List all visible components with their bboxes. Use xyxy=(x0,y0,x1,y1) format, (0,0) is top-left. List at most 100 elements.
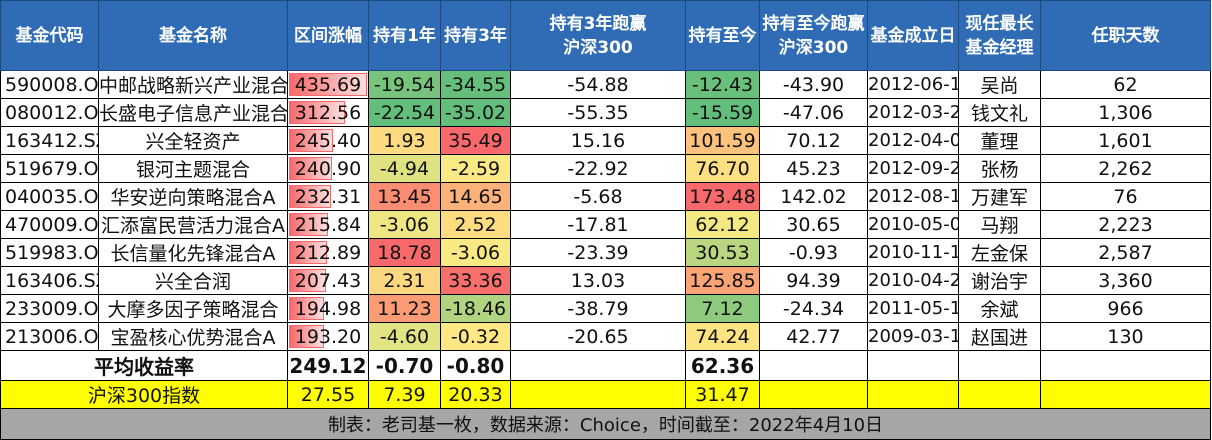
cell-manager: 董理 xyxy=(958,126,1041,155)
cell-manager: 谢治宇 xyxy=(958,266,1041,295)
table-row[interactable]: 233009.OF大摩多因子策略混合 194.98 11.23-18.46-38.7… xyxy=(0,294,1211,323)
cell-y1: -22.54 xyxy=(368,98,441,127)
cell-hold_vs: -24.34 xyxy=(759,294,868,323)
index-row-y3: 20.33 xyxy=(440,380,511,409)
cell-value: 207.43 xyxy=(294,269,362,292)
cell-name: 长信量化先锋混合A xyxy=(98,238,288,267)
average-row-y3: -0.80 xyxy=(440,350,511,381)
column-header[interactable]: 基金代码 xyxy=(0,0,99,71)
cell-y3: 33.36 xyxy=(440,266,511,295)
table-row[interactable]: 470009.OF汇添富民营活力混合A 215.84 -3.062.52-17.81… xyxy=(0,210,1211,239)
cell-name: 长盛电子信息产业混合 xyxy=(98,98,288,127)
cell-y3: -0.32 xyxy=(440,322,511,351)
cell-hold_vs: 42.77 xyxy=(759,322,868,351)
cell-name: 银河主题混合 xyxy=(98,154,288,183)
cell-code: 213006.OF xyxy=(0,322,99,351)
cell-hold: 7.12 xyxy=(685,294,760,323)
column-header[interactable]: 区间涨幅 xyxy=(287,0,369,71)
cell-hold: 101.59 xyxy=(685,126,760,155)
cell-y1: 2.31 xyxy=(368,266,441,295)
table-row[interactable]: 519983.OF长信量化先锋混合A 212.89 18.78-3.06-23.39… xyxy=(0,238,1211,267)
average-row-range: 249.12 xyxy=(287,350,369,381)
cell-name: 中邮战略新兴产业混合 xyxy=(98,70,288,99)
cell-hold: 125.85 xyxy=(685,266,760,295)
table-row[interactable]: 213006.OF宝盈核心优势混合A 193.20 -4.60-0.32-20.65… xyxy=(0,322,1211,351)
cell-days: 1,601 xyxy=(1040,126,1211,155)
cell-manager: 赵国进 xyxy=(958,322,1041,351)
cell-days: 2,262 xyxy=(1040,154,1211,183)
data-bar xyxy=(289,73,367,96)
empty-cell xyxy=(867,350,959,381)
cell-hold: 30.53 xyxy=(685,238,760,267)
index-row-label: 沪深300指数 xyxy=(0,380,288,409)
index-row-range: 27.55 xyxy=(287,380,369,409)
cell-hold_vs: 45.23 xyxy=(759,154,868,183)
cell-y3_vs: -17.81 xyxy=(510,210,686,239)
data-bar xyxy=(289,101,345,124)
cell-code: 163412.SZ xyxy=(0,126,99,155)
header-row: 基金代码 基金名称 区间涨幅 持有1年 持有3年 持有3年跑赢 沪深300 持有至今 持有至今跑… xyxy=(0,0,1211,71)
data-bar xyxy=(289,325,324,348)
cell-hold_vs: 70.12 xyxy=(759,126,868,155)
cell-range: 212.89 xyxy=(287,238,369,267)
cell-range: 193.20 xyxy=(287,322,369,351)
column-header[interactable]: 基金名称 xyxy=(98,0,288,71)
table-row[interactable]: 040035.OF华安逆向策略混合A232.3113.4514.65-5.681… xyxy=(0,182,1211,211)
cell-code: 519983.OF xyxy=(0,238,99,267)
cell-code: 163406.SZ xyxy=(0,266,99,295)
cell-manager: 左金保 xyxy=(958,238,1041,267)
cell-y3_vs: -5.68 xyxy=(510,182,686,211)
footer-note: 制表：老司基一枚，数据来源：Choice，时间截至：2022年4月10日 xyxy=(0,408,1211,440)
cell-hold_vs: 30.65 xyxy=(759,210,868,239)
cell-date: 2010-05-05 xyxy=(867,210,959,239)
cell-value: 193.20 xyxy=(294,325,362,348)
empty-cell xyxy=(1040,380,1211,409)
data-bar xyxy=(289,241,328,264)
cell-value: 212.89 xyxy=(294,241,362,264)
cell-y3: -18.46 xyxy=(440,294,511,323)
cell-manager: 吴尚 xyxy=(958,70,1041,99)
table-row[interactable]: 163412.SZ 兴全轻资产 245.40 1.93 35.49 15.16 101.59… xyxy=(0,126,1211,155)
cell-y1: -3.06 xyxy=(368,210,441,239)
index-row: 沪深300指数 27.55 7.39 20.33 31.47 xyxy=(0,380,1211,409)
table-row[interactable]: 519679.OF银河主题混合 240.90 -4.94-2.59-22.9276.… xyxy=(0,154,1211,183)
cell-code: 519679.OF xyxy=(0,154,99,183)
cell-date: 2012-03-27 xyxy=(867,98,959,127)
empty-cell xyxy=(510,350,686,381)
cell-date: 2012-09-21 xyxy=(867,154,959,183)
data-bar xyxy=(289,269,327,292)
table-row[interactable]: 163406.SZ 兴全合润 207.43 2.31 33.36 13.03 125.85 9… xyxy=(0,266,1211,295)
column-header[interactable]: 持有至今 xyxy=(685,0,760,71)
cell-y3_vs: 13.03 xyxy=(510,266,686,295)
column-header[interactable]: 基金成立日 xyxy=(867,0,959,71)
column-header[interactable]: 现任最长 基金经理 xyxy=(958,0,1041,71)
empty-cell xyxy=(510,380,686,409)
column-header[interactable]: 持有3年跑赢 沪深300 xyxy=(510,0,686,71)
data-bar xyxy=(289,129,333,152)
cell-y3: -35.02 xyxy=(440,98,511,127)
cell-code: 233009.OF xyxy=(0,294,99,323)
cell-manager: 万建军 xyxy=(958,182,1041,211)
cell-y3: 14.65 xyxy=(440,182,511,211)
cell-days: 1,306 xyxy=(1040,98,1211,127)
cell-y1: -4.60 xyxy=(368,322,441,351)
column-header[interactable]: 持有1年 xyxy=(368,0,441,71)
cell-date: 2012-08-16 xyxy=(867,182,959,211)
cell-y1: -4.94 xyxy=(368,154,441,183)
table-row[interactable]: 080012.OF长盛电子信息产业混合 312.56 -22.54-35.02-55… xyxy=(0,98,1211,127)
cell-code: 080012.OF xyxy=(0,98,99,127)
cell-hold: -12.43 xyxy=(685,70,760,99)
cell-hold_vs: -47.06 xyxy=(759,98,868,127)
column-header[interactable]: 持有3年 xyxy=(440,0,511,71)
cell-y1: -19.54 xyxy=(368,70,441,99)
cell-value: 194.98 xyxy=(294,297,362,320)
cell-range: 232.31 xyxy=(287,182,369,211)
footer-row: 制表：老司基一枚，数据来源：Choice，时间截至：2022年4月10日 xyxy=(0,408,1211,440)
table-row[interactable]: 590008.OF中邮战略新兴产业混合 435.69 -19.54-34.55-54… xyxy=(0,70,1211,99)
cell-manager: 马翔 xyxy=(958,210,1041,239)
empty-cell xyxy=(1040,350,1211,381)
column-header[interactable]: 持有至今跑赢 沪深300 xyxy=(759,0,868,71)
column-header[interactable]: 任职天数 xyxy=(1040,0,1211,71)
cell-y3: -3.06 xyxy=(440,238,511,267)
